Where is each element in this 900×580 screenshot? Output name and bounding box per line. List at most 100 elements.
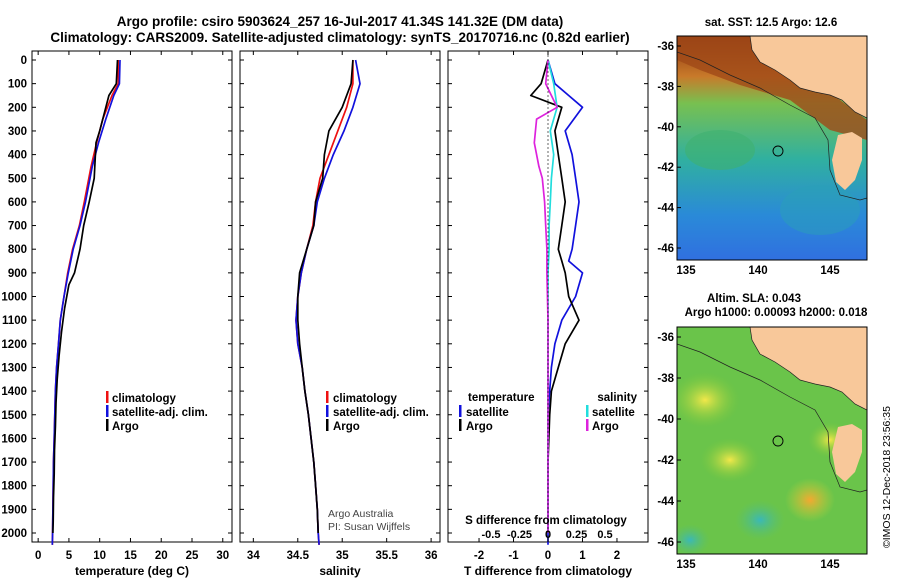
credit-line2: PI: Susan Wijffels: [328, 521, 410, 533]
diff-x-ticks: -2 -1 0 1 2: [474, 51, 620, 562]
sst-warm-band: [677, 36, 867, 140]
s-tick-label: 0.25: [566, 529, 587, 541]
sst-map: [677, 36, 867, 260]
series-line-climatology: [295, 60, 354, 545]
series-line-argo: [296, 59, 354, 534]
legend-label-climatology: climatology: [333, 393, 398, 405]
series-line-temperature-argo: [529, 59, 580, 533]
x-tick-label: 2: [614, 550, 620, 562]
land-tasmania: [832, 424, 862, 482]
argo-position-marker: [772, 435, 784, 447]
lon-tick-label: 145: [820, 559, 840, 571]
legend-swatch-s-satellite: [586, 405, 589, 417]
x-tick-label: 34.5: [287, 550, 310, 562]
depth-tick-label: 700: [8, 221, 27, 233]
x-tick-label: 5: [66, 550, 73, 562]
legend-label-climatology: climatology: [112, 393, 177, 405]
sst-patch: [780, 185, 860, 235]
x-tick-label: 36: [425, 550, 438, 562]
legend-label-s-argo: Argo: [592, 421, 619, 433]
x-tick-label: 35.5: [375, 550, 398, 562]
legend-swatch-climatology: [326, 391, 329, 403]
series-line-satellite-adj-clim-: [51, 59, 121, 545]
land-australia: [750, 36, 867, 118]
depth-tick-label: 1800: [1, 481, 27, 493]
salinity-curves: [295, 59, 361, 545]
lon-tick-label: 135: [676, 559, 696, 571]
series-line-climatology: [51, 60, 120, 545]
legend-label-satellite: satellite-adj. clim.: [333, 407, 429, 419]
depth-tick-label: 1600: [1, 433, 27, 445]
legend-swatch-s-argo: [586, 419, 589, 431]
sla-blob: [785, 478, 835, 522]
depth-tick-label: 2000: [1, 528, 27, 540]
lat-tick-label: -42: [657, 455, 674, 467]
sal-x-ticks: 34 34.5 35 35.5 36: [247, 51, 438, 562]
lat-tick-label: -36: [657, 332, 674, 344]
sla-map: [677, 327, 867, 554]
map-bottom-title2: Argo h1000: 0.00093 h2000: 0.018: [685, 307, 868, 319]
legend-title-temperature: temperature: [468, 392, 534, 404]
lon-tick-label: 145: [820, 265, 840, 277]
header-line2: Climatology: CARS2009. Satellite-adjuste…: [50, 30, 629, 45]
x-tick-label: 20: [155, 550, 168, 562]
map-bottom-lat-ticks: -36 -38 -40 -42 -44 -46: [657, 332, 681, 549]
sal-legend: climatology satellite-adj. clim. Argo: [326, 391, 429, 433]
lon-tick-label: 140: [748, 265, 767, 277]
map-top-lon-ticks: 135 140 145: [676, 265, 840, 277]
x-tick-label: 1: [579, 550, 586, 562]
depth-tick-label: 1700: [1, 457, 27, 469]
x-tick-label: 30: [216, 550, 229, 562]
sla-blob: [735, 500, 785, 540]
s-tick-label: 0: [545, 529, 551, 541]
diff-xlabel: T difference from climatology: [464, 564, 632, 578]
x-tick-label: -1: [508, 550, 519, 562]
map-top-lat-ticks: -36 -38 -40 -42 -44 -46: [657, 41, 681, 255]
legend-swatch-climatology: [106, 391, 109, 403]
lon-tick-label: 140: [748, 559, 767, 571]
depth-tick-label: 1000: [1, 292, 27, 304]
land-australia: [750, 327, 867, 410]
temp-legend: climatology satellite-adj. clim. Argo: [106, 391, 208, 433]
sla-blob: [677, 372, 740, 428]
depth-tick-label: 600: [8, 197, 27, 209]
map-bottom-title1: Altim. SLA: 0.043: [707, 293, 801, 305]
lat-tick-label: -40: [657, 414, 674, 426]
series-line-temperature-satellite: [547, 59, 584, 545]
sla-blob: [677, 524, 710, 554]
map-top-frame: [676, 35, 868, 261]
sla-blob: [700, 438, 760, 482]
depth-tick-label: 300: [8, 126, 27, 138]
lon-tick-label: 135: [676, 265, 696, 277]
diff-legend: temperature satellite Argo salinity sate…: [459, 392, 638, 433]
legend-label-t-argo: Argo: [466, 421, 493, 433]
coastline-bottom: [749, 327, 867, 411]
depth-tick-label: 1400: [1, 386, 27, 398]
credit-line1: Argo Australia: [328, 508, 394, 520]
legend-swatch-t-satellite: [459, 405, 462, 417]
depth-tick-label: 1100: [2, 315, 27, 327]
sst-patch: [685, 130, 755, 170]
header-line1: Argo profile: csiro 5903624_257 16-Jul-2…: [117, 14, 563, 29]
diff-s-sublabel: S difference from climatology: [465, 515, 627, 527]
x-tick-label: 10: [93, 550, 106, 562]
temp-panel-frame: [31, 50, 233, 543]
x-tick-label: 0: [35, 550, 41, 562]
legend-swatch-argo: [106, 419, 109, 431]
lat-tick-label: -38: [657, 373, 674, 385]
diff-s-ticks: -0.5 -0.25 0 0.25 0.5: [482, 529, 613, 541]
legend-title-salinity: salinity: [597, 392, 637, 404]
map-bottom-frame: [676, 326, 868, 555]
legend-label-argo: Argo: [112, 421, 139, 433]
legend-swatch-t-argo: [459, 419, 462, 431]
temp-x-ticks: 0 5 10 15 20 25 30: [35, 51, 229, 562]
depth-axis: 0 100 200 300 400 500 600 700 800 900 1000 1100 1200…: [1, 55, 648, 540]
legend-label-satellite: satellite-adj. clim.: [112, 407, 208, 419]
lat-tick-label: -38: [657, 81, 674, 93]
map-top-title: sat. SST: 12.5 Argo: 12.6: [705, 17, 838, 29]
x-tick-label: -2: [474, 550, 484, 562]
legend-swatch-satellite: [106, 405, 109, 417]
sal-xlabel: salinity: [319, 564, 361, 578]
lat-tick-label: -44: [657, 496, 674, 508]
